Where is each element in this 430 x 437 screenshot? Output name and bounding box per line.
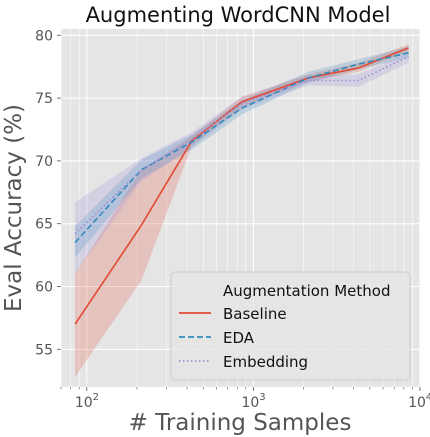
chart-title: Augmenting WordCNN Model bbox=[86, 3, 391, 27]
legend-title: Augmentation Method bbox=[223, 282, 390, 300]
y-tick-label: 80 bbox=[35, 28, 53, 44]
confidence-bands bbox=[75, 44, 409, 377]
y-axis-label: Eval Accuracy (%) bbox=[1, 104, 27, 312]
legend-label-embedding: Embedding bbox=[223, 353, 308, 371]
series-line-baseline bbox=[74, 47, 409, 325]
legend-label-eda: EDA bbox=[223, 329, 255, 347]
x-axis-label: # Training Samples bbox=[129, 410, 352, 436]
x-tick-exponent: 3 bbox=[259, 392, 265, 403]
legend: Augmentation Method Baseline EDA Embeddi… bbox=[170, 271, 411, 381]
x-tick-labels: 10 2 10 3 10 4 bbox=[75, 392, 430, 411]
y-tick-label: 70 bbox=[35, 154, 53, 170]
y-tick-labels: 55 60 65 70 75 80 bbox=[35, 28, 53, 358]
series-lines bbox=[74, 47, 409, 325]
y-tick-label: 65 bbox=[35, 217, 53, 233]
band-embedding bbox=[75, 51, 409, 274]
x-tick-exponent: 2 bbox=[93, 392, 99, 403]
band-baseline bbox=[75, 44, 409, 377]
y-tick-label: 75 bbox=[35, 91, 53, 107]
legend-label-baseline: Baseline bbox=[223, 305, 287, 323]
x-tick-label: 10 bbox=[241, 395, 259, 411]
series-line-embedding bbox=[74, 55, 409, 235]
x-tick-exponent: 4 bbox=[426, 392, 430, 403]
y-tick-label: 60 bbox=[35, 280, 53, 296]
series-line-eda bbox=[74, 52, 409, 244]
legend-box bbox=[170, 271, 411, 381]
y-tick-label: 55 bbox=[35, 342, 53, 358]
x-tick-label: 10 bbox=[408, 395, 426, 411]
x-tick-label: 10 bbox=[75, 395, 93, 411]
